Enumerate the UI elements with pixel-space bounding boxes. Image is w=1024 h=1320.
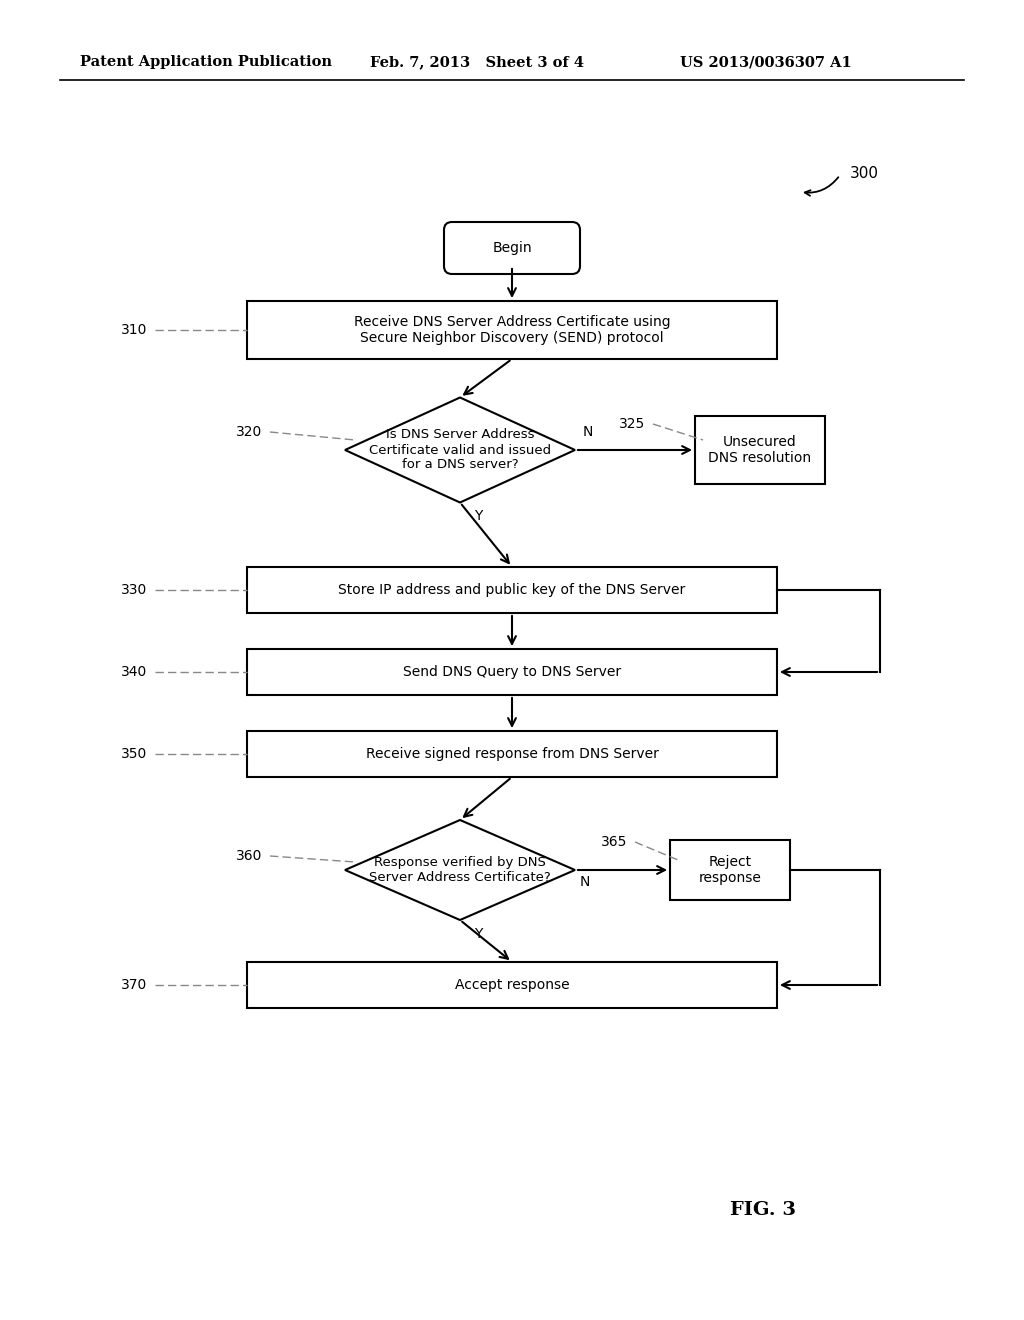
Bar (247, 649, 777, 696)
Text: 310: 310 (121, 323, 147, 337)
Polygon shape (345, 820, 575, 920)
Text: 340: 340 (121, 665, 147, 678)
Bar (247, 301, 777, 359)
Text: 350: 350 (121, 747, 147, 762)
Bar (247, 962, 777, 1008)
Text: Accept response: Accept response (455, 978, 569, 993)
Bar (247, 731, 777, 777)
Text: 325: 325 (618, 417, 645, 432)
Text: Begin: Begin (493, 242, 531, 255)
Text: Receive DNS Server Address Certificate using
Secure Neighbor Discovery (SEND) pr: Receive DNS Server Address Certificate u… (353, 315, 671, 345)
Text: 320: 320 (236, 425, 262, 440)
Text: 370: 370 (121, 978, 147, 993)
Text: Patent Application Publication: Patent Application Publication (80, 55, 332, 69)
Bar (247, 568, 777, 612)
Text: 330: 330 (121, 583, 147, 597)
Text: 365: 365 (601, 836, 627, 849)
Text: Feb. 7, 2013   Sheet 3 of 4: Feb. 7, 2013 Sheet 3 of 4 (370, 55, 584, 69)
Text: 360: 360 (236, 849, 262, 863)
Bar (695, 416, 825, 484)
FancyBboxPatch shape (444, 222, 580, 275)
Text: N: N (580, 875, 591, 888)
Text: Reject
response: Reject response (698, 855, 762, 886)
Text: Unsecured
DNS resolution: Unsecured DNS resolution (709, 434, 812, 465)
Text: Y: Y (474, 510, 482, 524)
Text: Receive signed response from DNS Server: Receive signed response from DNS Server (366, 747, 658, 762)
Text: Response verified by DNS
Server Address Certificate?: Response verified by DNS Server Address … (369, 855, 551, 884)
Text: Send DNS Query to DNS Server: Send DNS Query to DNS Server (402, 665, 622, 678)
Text: N: N (583, 425, 593, 440)
Text: FIG. 3: FIG. 3 (730, 1201, 796, 1218)
Bar (670, 840, 790, 900)
Text: Y: Y (474, 927, 482, 941)
Text: 300: 300 (850, 165, 879, 181)
Polygon shape (345, 397, 575, 503)
Text: Store IP address and public key of the DNS Server: Store IP address and public key of the D… (338, 583, 686, 597)
Text: US 2013/0036307 A1: US 2013/0036307 A1 (680, 55, 852, 69)
Text: Is DNS Server Address
Certificate valid and issued
for a DNS server?: Is DNS Server Address Certificate valid … (369, 429, 551, 471)
